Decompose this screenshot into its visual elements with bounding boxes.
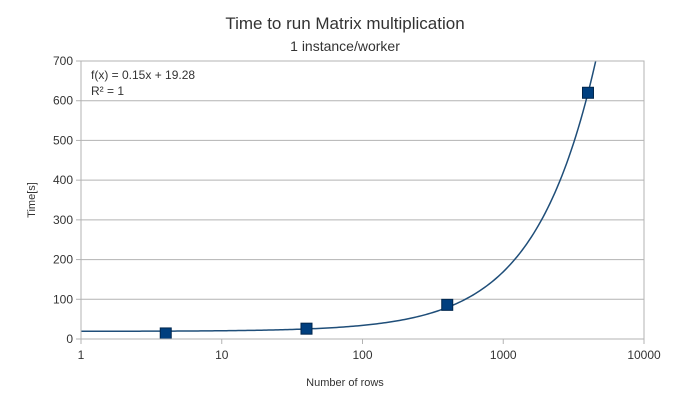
chart-title: Time to run Matrix multiplication — [225, 14, 464, 33]
y-tick-label: 100 — [53, 292, 73, 306]
y-tick-label: 500 — [53, 133, 73, 147]
r-squared-label: R² = 1 — [91, 84, 124, 98]
data-point — [300, 322, 313, 335]
y-tick-label: 200 — [53, 253, 73, 267]
x-tick-label: 100 — [352, 348, 372, 362]
trendline-path — [81, 60, 597, 333]
x-tick-label: 10 — [215, 348, 229, 362]
y-tick-label: 600 — [53, 94, 73, 108]
y-axis-label: Time[s] — [26, 182, 38, 218]
x-tick-label: 10000 — [627, 348, 661, 362]
trendline — [81, 60, 597, 333]
x-tick-label: 1000 — [490, 348, 517, 362]
data-point — [441, 298, 454, 311]
gridlines — [81, 60, 644, 340]
x-axis-ticks: 1 10 100 1000 10000 — [78, 339, 661, 362]
y-tick-label: 700 — [53, 54, 73, 68]
data-point — [159, 327, 172, 340]
plot-area-frame — [80, 60, 645, 340]
y-axis-ticks: 0 100 200 300 400 500 600 700 — [53, 54, 81, 346]
y-tick-label: 300 — [53, 213, 73, 227]
x-tick-label: 1 — [78, 348, 85, 362]
data-points — [159, 86, 594, 340]
y-tick-label: 0 — [66, 332, 73, 346]
chart-subtitle: 1 instance/worker — [290, 38, 400, 54]
y-tick-label: 400 — [53, 173, 73, 187]
x-axis-label: Number of rows — [306, 377, 384, 389]
data-point — [581, 86, 594, 99]
trendline-equation: f(x) = 0.15x + 19.28 — [91, 68, 195, 82]
